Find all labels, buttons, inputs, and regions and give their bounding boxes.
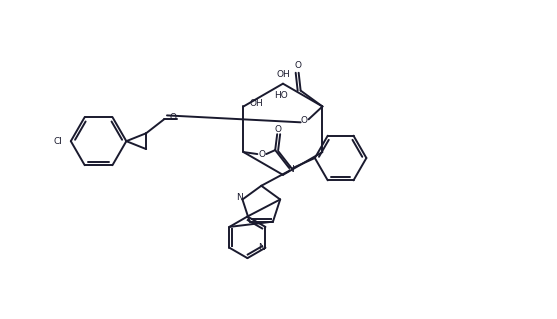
Text: O: O [259,150,266,159]
Text: Cl: Cl [53,137,62,146]
Text: O: O [169,113,177,122]
Text: N: N [236,193,243,202]
Text: OH: OH [250,99,263,108]
Text: O: O [275,125,282,134]
Text: N: N [287,166,294,174]
Text: N: N [258,243,265,252]
Text: OH: OH [276,70,290,79]
Text: HO: HO [274,91,288,100]
Text: O: O [294,61,301,70]
Text: O: O [300,116,307,125]
